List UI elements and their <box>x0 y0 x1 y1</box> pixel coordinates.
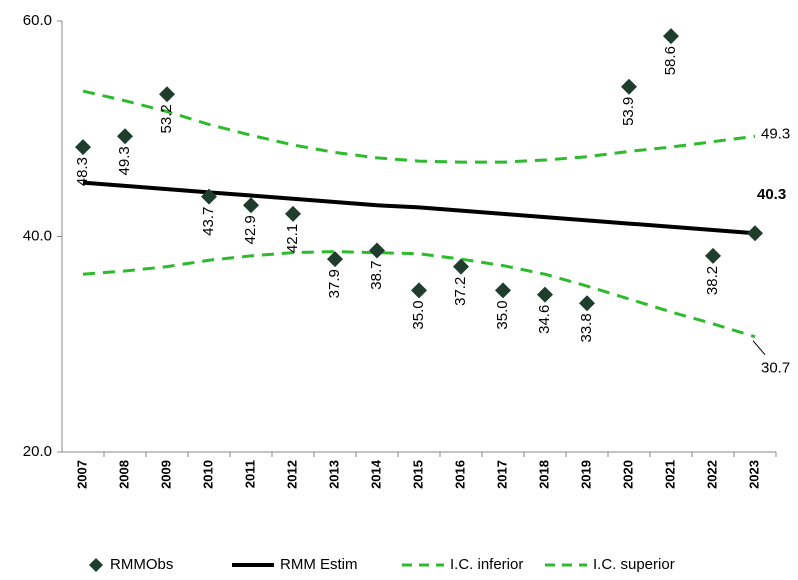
marker <box>159 86 175 103</box>
marker <box>369 242 385 259</box>
data-label: 43.7 <box>200 207 217 236</box>
series-line <box>82 89 756 164</box>
leader-line <box>752 340 766 356</box>
legend-label: I.C. inferior <box>450 556 523 573</box>
data-label: 42.1 <box>284 224 301 253</box>
x-tick-label: 2019 <box>578 460 593 489</box>
data-label: 37.9 <box>326 269 343 298</box>
data-label: 35.0 <box>494 300 511 329</box>
series-line <box>82 250 756 339</box>
marker <box>243 197 259 214</box>
data-label: 53.2 <box>158 104 175 133</box>
marker <box>537 286 553 303</box>
data-label: 58.6 <box>662 46 679 75</box>
marker <box>285 205 301 222</box>
end-label: 40.3 <box>757 186 786 203</box>
x-tick-label: 2016 <box>452 460 467 489</box>
x-tick-label: 2007 <box>74 460 89 489</box>
legend-label: RMMObs <box>110 556 173 573</box>
data-label: 34.6 <box>536 305 553 334</box>
series-line <box>82 180 756 236</box>
data-label: 42.9 <box>242 215 259 244</box>
x-tick-label: 2021 <box>662 460 677 489</box>
end-label: 30.7 <box>761 360 790 377</box>
marker <box>495 282 511 299</box>
x-tick-label: 2008 <box>116 460 131 489</box>
legend-label: RMM Estim <box>280 556 358 573</box>
marker <box>579 295 595 312</box>
marker <box>453 258 469 275</box>
marker <box>201 188 217 205</box>
x-tick-label: 2011 <box>242 460 257 488</box>
data-label: 38.7 <box>368 261 385 290</box>
data-label: 53.9 <box>620 97 637 126</box>
data-label: 37.2 <box>452 277 469 306</box>
x-tick-label: 2018 <box>536 460 551 489</box>
y-tick-label: 40.0 <box>23 227 52 244</box>
legend-marker <box>89 558 103 572</box>
data-label: 48.3 <box>74 157 91 186</box>
x-tick-label: 2022 <box>704 460 719 489</box>
x-tick-label: 2009 <box>158 460 173 489</box>
legend-label: I.C. superior <box>593 556 675 573</box>
x-tick-label: 2014 <box>368 459 383 489</box>
marker <box>705 247 721 264</box>
x-tick-label: 2010 <box>200 460 215 489</box>
x-tick-label: 2023 <box>746 460 761 489</box>
y-tick-label: 20.0 <box>23 443 52 460</box>
marker <box>327 251 343 268</box>
marker <box>75 139 91 156</box>
x-tick-label: 2020 <box>620 460 635 489</box>
end-label: 49.3 <box>761 125 790 142</box>
x-tick-label: 2013 <box>326 460 341 489</box>
marker <box>411 282 427 299</box>
marker <box>117 128 133 145</box>
x-tick-label: 2012 <box>284 460 299 489</box>
y-tick-label: 60.0 <box>23 12 52 29</box>
x-tick-label: 2017 <box>494 460 509 489</box>
x-tick-label: 2015 <box>410 460 425 489</box>
data-label: 33.8 <box>578 313 595 342</box>
marker <box>621 78 637 95</box>
data-label: 49.3 <box>116 146 133 175</box>
marker <box>663 28 679 45</box>
data-label: 35.0 <box>410 300 427 329</box>
marker <box>747 225 763 242</box>
data-label: 38.2 <box>704 266 721 295</box>
